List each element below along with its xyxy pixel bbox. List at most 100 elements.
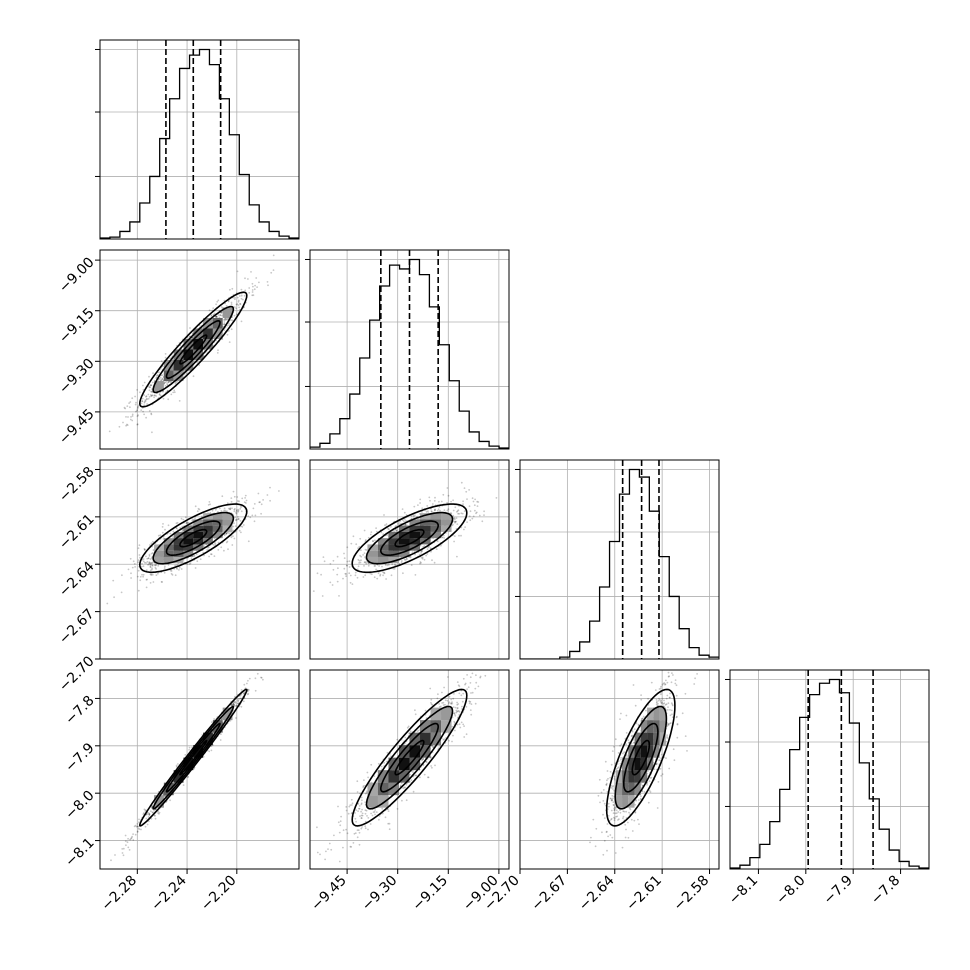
scatter-point [454, 506, 457, 509]
y-tick-label-2: −2.70 [56, 653, 98, 695]
scatter-point [174, 574, 177, 577]
scatter-point [228, 324, 231, 326]
scatter-point [358, 559, 361, 562]
scatter-point [425, 510, 428, 513]
scatter-point [214, 508, 217, 511]
scatter-point [376, 577, 379, 580]
scatter-point [210, 553, 213, 556]
scatter-point [405, 799, 408, 802]
scatter-point [131, 397, 134, 400]
scatter-point [474, 687, 477, 690]
scatter-point [241, 497, 244, 500]
scatter-point [235, 705, 238, 708]
scatter-point [190, 557, 193, 559]
scatter-point [143, 413, 146, 416]
scatter-point [152, 581, 155, 583]
scatter-point [184, 754, 187, 756]
scatter-point [149, 558, 152, 560]
scatter-point [208, 750, 211, 753]
density-cell [398, 538, 410, 545]
scatter-point [462, 503, 464, 506]
scatter-point [447, 508, 450, 511]
scatter-point [469, 700, 472, 703]
scatter-point [361, 799, 363, 802]
scatter-point [137, 569, 140, 572]
density-cell [173, 544, 184, 551]
scatter-point [239, 303, 242, 306]
scatter-point [237, 699, 240, 702]
scatter-point [167, 398, 170, 401]
scatter-point [122, 847, 125, 850]
scatter-point [243, 501, 246, 504]
scatter-point [271, 654, 273, 656]
scatter-point [319, 853, 321, 856]
scatter-point [138, 818, 140, 821]
scatter-point [345, 809, 348, 812]
scatter-point [336, 580, 339, 583]
scatter-point [126, 841, 129, 844]
scatter-point [143, 401, 146, 404]
scatter-point [159, 394, 162, 397]
scatter-point [434, 764, 436, 767]
scatter-point [247, 692, 250, 695]
scatter-point [145, 416, 148, 419]
scatter-point [153, 396, 156, 399]
contour-1-0-2 [152, 305, 235, 394]
scatter-point [134, 824, 137, 827]
scatter-point [236, 296, 239, 299]
scatter-point [238, 698, 241, 700]
y-tick-label-3: −8.0 [62, 788, 97, 823]
scatter-point [232, 702, 235, 705]
scatter-point [159, 376, 162, 379]
scatter-point [151, 394, 154, 396]
scatter-point [149, 562, 152, 565]
scatter-point [148, 561, 151, 564]
scatter-point [143, 404, 146, 407]
contour-1-0-1 [165, 319, 221, 380]
scatter-point [217, 511, 219, 513]
scatter-point [272, 269, 275, 271]
scatter-point [220, 510, 223, 512]
scatter-point [149, 563, 152, 566]
scatter-point [343, 567, 346, 570]
scatter-point [211, 721, 213, 723]
scatter-point [217, 314, 220, 316]
scatter-point [227, 548, 229, 551]
scatter-point [219, 314, 222, 317]
scatter-point [251, 514, 254, 517]
scatter-point [227, 300, 230, 303]
scatter-point [112, 579, 115, 582]
scatter-point [185, 372, 188, 374]
scatter-point [367, 817, 370, 819]
scatter-point [363, 565, 365, 567]
scatter-point [380, 531, 383, 534]
scatter-point [260, 676, 263, 679]
scatter-point [214, 543, 217, 545]
scatter-point [363, 552, 366, 554]
scatter-point [469, 510, 472, 513]
scatter-point [218, 316, 221, 319]
scatter-point [160, 378, 163, 381]
scatter-point [367, 564, 370, 567]
density-cell [367, 544, 378, 551]
scatter-point [118, 425, 121, 428]
scatter-point [122, 854, 125, 857]
scatter-point [247, 515, 250, 517]
scatter-point [140, 565, 143, 568]
scatter-point [137, 547, 140, 550]
scatter-point [151, 567, 154, 570]
scatter-point [167, 381, 170, 384]
scatter-point [437, 693, 439, 696]
scatter-point [358, 545, 361, 548]
scatter-point [270, 271, 273, 274]
scatter-point [364, 561, 366, 564]
scatter-point [150, 552, 153, 555]
scatter-point [246, 693, 249, 696]
scatter-point [247, 278, 249, 280]
scatter-point [156, 374, 159, 376]
scatter-point [360, 814, 363, 817]
scatter-point [252, 507, 255, 510]
density-cell [388, 538, 399, 545]
scatter-point [242, 700, 245, 703]
scatter-point [131, 415, 134, 417]
